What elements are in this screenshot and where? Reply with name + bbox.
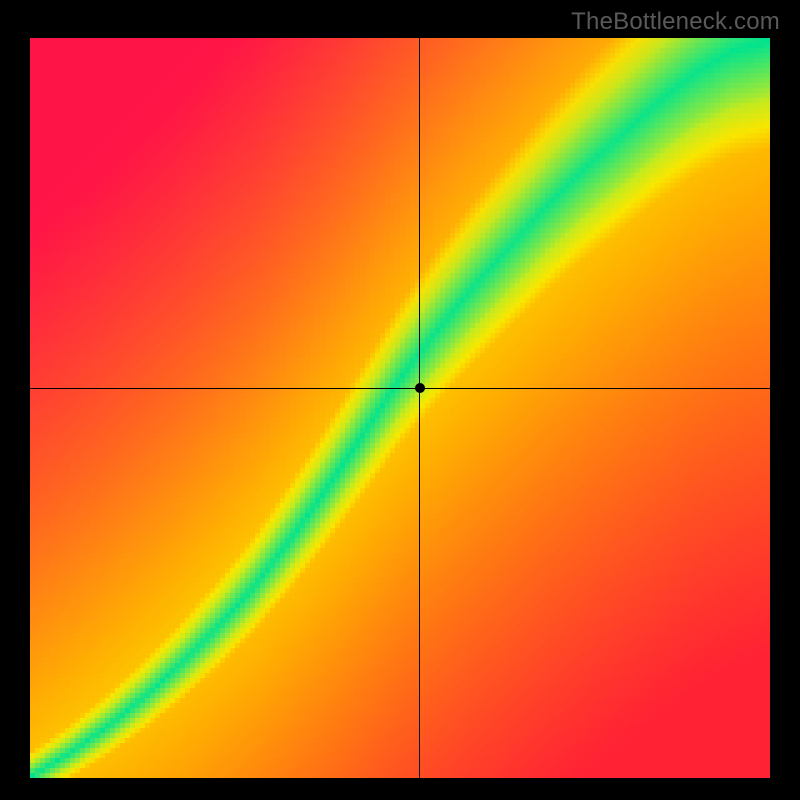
crosshair-vertical [419,38,420,778]
heatmap-plot [30,38,770,778]
watermark-text: TheBottleneck.com [571,8,780,36]
chart-frame: TheBottleneck.com [0,0,800,800]
crosshair-horizontal [30,388,770,389]
marker-dot [415,383,425,393]
heatmap-canvas [30,38,770,778]
